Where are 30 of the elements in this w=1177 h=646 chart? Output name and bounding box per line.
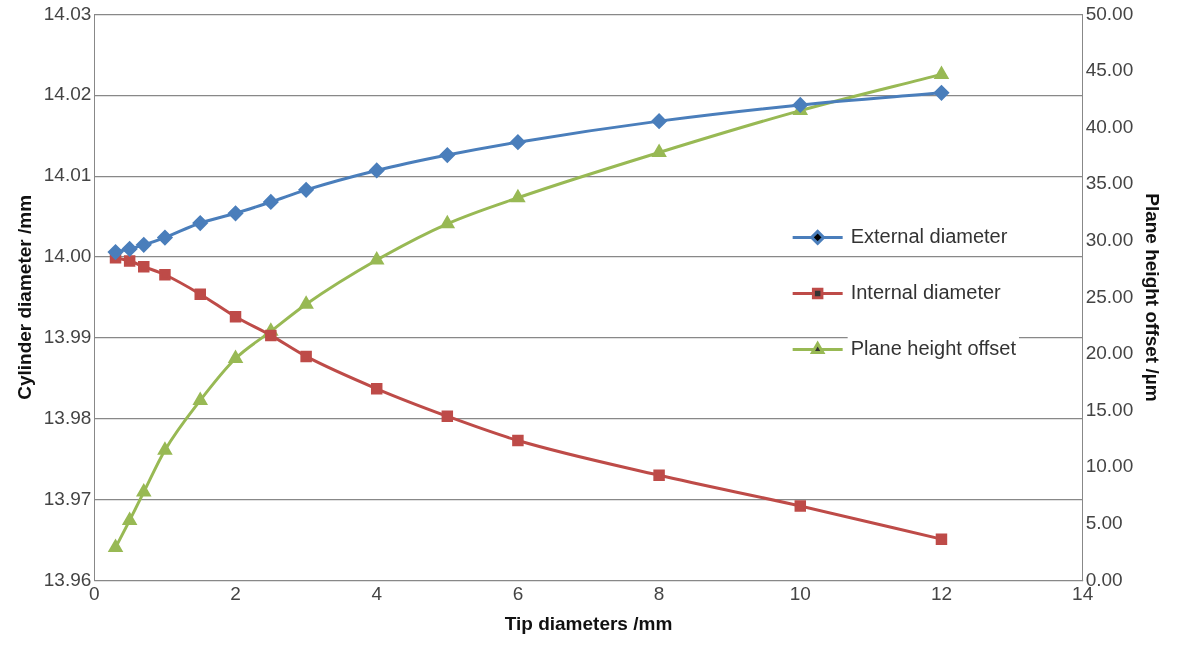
y2-tick-label: 15.00 [1085,398,1134,420]
y2-tick-label: 20.00 [1085,342,1134,364]
y2-tick-label: 5.00 [1085,512,1123,534]
y-tick-label: 13.97 [43,487,92,509]
y-tick-label: 14.01 [43,164,92,186]
x-tick-label: 10 [789,583,811,605]
x-axis-title: Tip diameters /mm [504,612,673,634]
y-tick-label: 14.03 [43,2,92,24]
x-tick-label: 2 [230,583,241,605]
y-tick-label: 13.99 [43,326,92,348]
y-tick-label: 14.02 [43,83,92,105]
y-tick-label: 14.00 [43,245,92,267]
legend-label: Internal diameter [850,280,1002,303]
y-tick-label: 13.98 [43,406,92,428]
y2-axis-title: Plane height offset /µm [1142,193,1164,402]
y2-tick-label: 35.00 [1085,172,1134,194]
legend-label: Plane height offset [850,336,1017,359]
y2-tick-label: 45.00 [1085,59,1134,81]
x-tick-label: 12 [930,583,953,605]
y-axis-title: Cylinder diameter /mm [13,194,35,400]
y2-tick-label: 50.00 [1085,2,1134,24]
x-tick-label: 4 [371,583,383,605]
legend-label: External diameter [850,224,1008,247]
x-tick-label: 6 [512,583,524,605]
y2-tick-label: 40.00 [1085,115,1134,137]
y2-tick-label: 25.00 [1085,285,1134,307]
y2-tick-label: 30.00 [1085,229,1134,251]
x-tick-label: 0 [89,583,100,605]
y2-tick-label: 10.00 [1085,455,1134,477]
x-tick-label: 8 [653,583,665,605]
